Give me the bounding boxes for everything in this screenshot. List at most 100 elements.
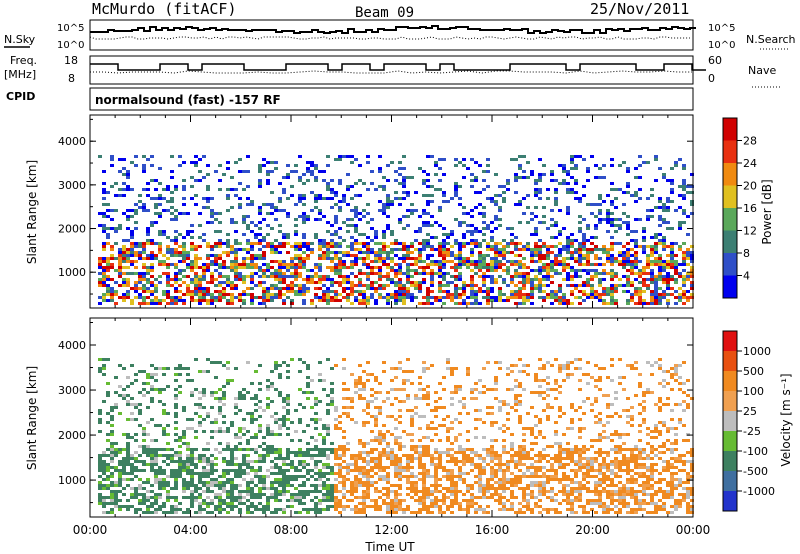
scatter-cell [550, 290, 554, 293]
scatter-cell [650, 302, 654, 305]
scatter-cell [682, 254, 686, 257]
scatter-cell [454, 293, 458, 296]
scatter-cell [466, 430, 470, 433]
scatter-cell [442, 233, 446, 236]
scatter-cell [466, 499, 470, 502]
scatter-cell [482, 472, 486, 475]
scatter-cell [142, 242, 146, 245]
scatter-cell [278, 293, 282, 296]
scatter-cell [286, 370, 290, 373]
scatter-cell [430, 215, 434, 218]
scatter-cell [114, 230, 118, 233]
scatter-cell [498, 209, 502, 212]
scatter-cell [470, 451, 474, 454]
scatter-cell [294, 496, 298, 499]
scatter-cell [154, 299, 158, 302]
scatter-cell [190, 197, 194, 200]
scatter-cell [250, 230, 254, 233]
scatter-cell [370, 415, 374, 418]
scatter-cell [478, 418, 482, 421]
scatter-cell [534, 230, 538, 233]
scatter-cell [334, 299, 338, 302]
scatter-cell [690, 203, 694, 206]
scatter-cell [574, 275, 578, 278]
scatter-cell [290, 466, 294, 469]
scatter-cell [614, 290, 618, 293]
scatter-cell [278, 209, 282, 212]
scatter-cell [666, 302, 670, 305]
scatter-cell [114, 290, 118, 293]
scatter-cell [242, 266, 246, 269]
scatter-cell [398, 263, 402, 266]
scatter-cell [578, 251, 582, 254]
scatter-cell [610, 245, 614, 248]
scatter-cell [210, 215, 214, 218]
scatter-cell [166, 209, 170, 212]
scatter-cell [690, 185, 694, 188]
scatter-cell [522, 263, 526, 266]
scatter-cell [366, 454, 370, 457]
scatter-cell [446, 254, 450, 257]
scatter-cell [190, 278, 194, 281]
scatter-cell [634, 266, 638, 269]
scatter-cell [650, 290, 654, 293]
scatter-cell [490, 484, 494, 487]
scatter-cell [226, 448, 230, 451]
scatter-cell [470, 391, 474, 394]
scatter-cell [294, 203, 298, 206]
scatter-cell [410, 511, 414, 514]
scatter-cell [174, 511, 178, 514]
scatter-cell [118, 364, 122, 367]
scatter-cell [342, 266, 346, 269]
scatter-cell [318, 194, 322, 197]
scatter-cell [358, 472, 362, 475]
scatter-cell [366, 257, 370, 260]
scatter-cell [610, 260, 614, 263]
scatter-cell [386, 508, 390, 511]
cpid-frame [89, 87, 694, 111]
scatter-cell [538, 191, 542, 194]
scatter-cell [338, 182, 342, 185]
scatter-cell [106, 215, 110, 218]
scatter-cell [194, 388, 198, 391]
scatter-cell [554, 179, 558, 182]
scatter-cell [478, 379, 482, 382]
scatter-cell [466, 505, 470, 508]
scatter-cell [486, 388, 490, 391]
scatter-cell [358, 194, 362, 197]
scatter-cell [198, 502, 202, 505]
scatter-cell [326, 466, 330, 469]
scatter-cell [282, 287, 286, 290]
scatter-cell [350, 254, 354, 257]
scatter-cell [334, 418, 338, 421]
scatter-cell [118, 460, 122, 463]
scatter-cell [234, 475, 238, 478]
scatter-cell [338, 179, 342, 182]
scatter-cell [370, 373, 374, 376]
scatter-cell [374, 481, 378, 484]
scatter-cell [454, 284, 458, 287]
scatter-cell [102, 215, 106, 218]
scatter-cell [406, 478, 410, 481]
scatter-cell [206, 481, 210, 484]
scatter-cell [266, 454, 270, 457]
scatter-cell [166, 188, 170, 191]
scatter-cell [342, 287, 346, 290]
scatter-cell [446, 490, 450, 493]
scatter-cell [238, 490, 242, 493]
scatter-cell [446, 367, 450, 370]
scatter-cell [346, 254, 350, 257]
scatter-cell [362, 299, 366, 302]
scatter-cell [638, 269, 642, 272]
scatter-cell [270, 400, 274, 403]
scatter-cell [474, 475, 478, 478]
scatter-cell [630, 281, 634, 284]
scatter-cell [354, 508, 358, 511]
scatter-cell [302, 484, 306, 487]
scatter-cell [478, 472, 482, 475]
scatter-cell [302, 257, 306, 260]
scatter-cell [690, 260, 694, 263]
scatter-cell [350, 236, 354, 239]
scatter-cell [274, 206, 278, 209]
scatter-cell [222, 397, 226, 400]
